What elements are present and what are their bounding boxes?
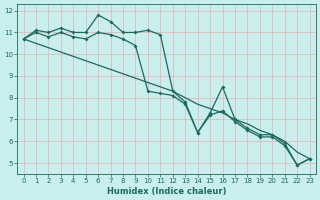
X-axis label: Humidex (Indice chaleur): Humidex (Indice chaleur)	[107, 187, 226, 196]
